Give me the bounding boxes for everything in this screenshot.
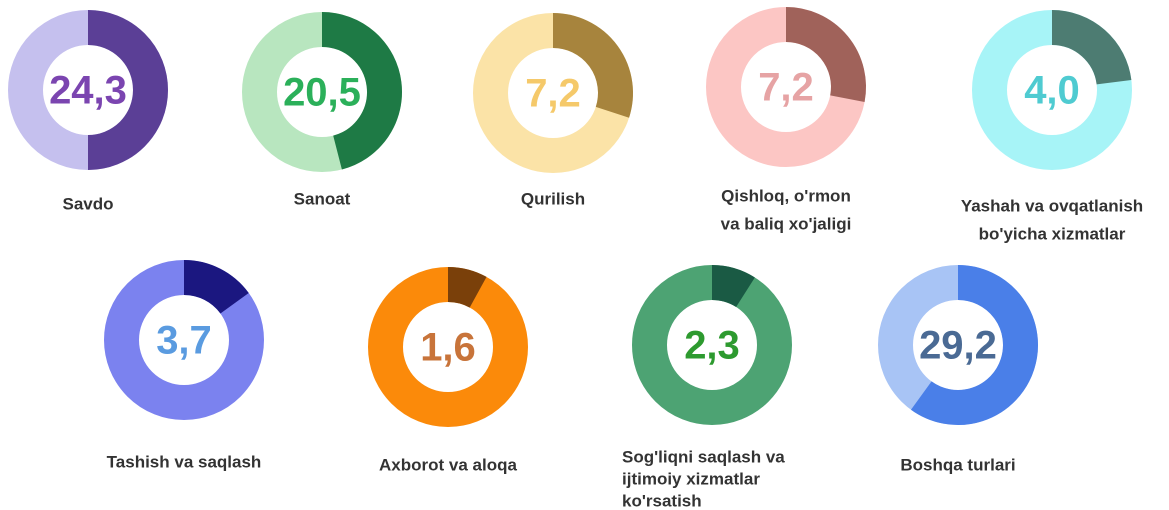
category-label: Sog'liqni saqlash va	[622, 447, 785, 466]
value-label: 20,5	[283, 71, 361, 115]
category-label: Savdo	[62, 194, 113, 213]
category-label: bo'yicha xizmatlar	[979, 224, 1126, 243]
value-label: 4,0	[1024, 69, 1080, 113]
donut-segment	[711, 265, 755, 308]
value-label: 3,7	[156, 319, 212, 363]
category-label: Boshqa turlari	[900, 455, 1015, 474]
value-label: 24,3	[49, 69, 127, 113]
donut-segment	[87, 10, 168, 170]
category-label: Qurilish	[521, 189, 585, 208]
category-label: ko'rsatish	[622, 491, 702, 510]
value-label: 1,6	[420, 326, 476, 370]
value-label: 29,2	[919, 324, 997, 368]
donut-segment	[552, 13, 633, 118]
value-label: 7,2	[758, 66, 814, 110]
donut-segment	[447, 267, 487, 308]
category-label: Sanoat	[294, 189, 351, 208]
category-label: Qishloq, o'rmon	[721, 186, 851, 205]
value-label: 2,3	[684, 324, 740, 368]
category-label: Axborot va aloqa	[379, 455, 517, 474]
donut-segment	[183, 260, 249, 315]
category-label: Tashish va saqlash	[107, 452, 262, 471]
category-label: va baliq xo'jaligi	[721, 214, 852, 233]
donut-segment	[321, 12, 402, 170]
donut-segment	[911, 265, 1038, 425]
category-label: ijtimoiy xizmatlar	[622, 469, 760, 488]
value-label: 7,2	[525, 72, 581, 116]
donut-segment	[1051, 10, 1132, 86]
donut-segment	[785, 7, 866, 102]
category-label: Yashah va ovqatlanish	[961, 196, 1143, 215]
